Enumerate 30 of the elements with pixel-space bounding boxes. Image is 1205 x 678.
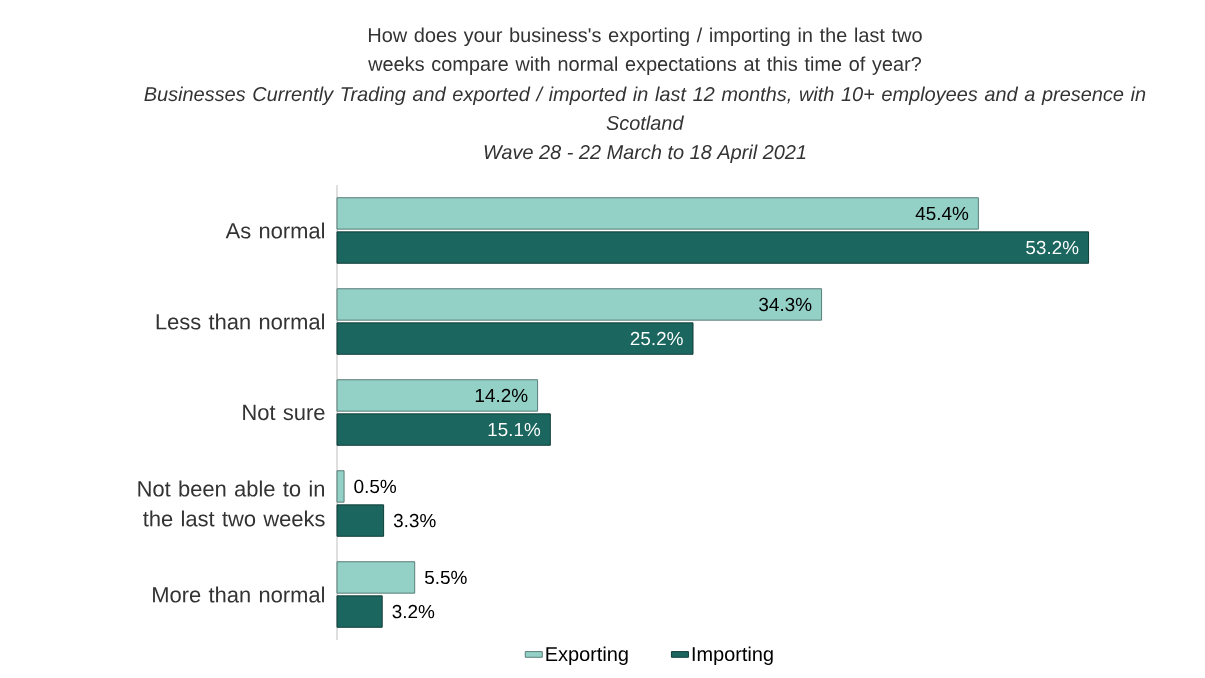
y-tick-label: As normal: [225, 222, 324, 239]
data-label: 5.5%: [424, 570, 467, 585]
bar: [336, 288, 823, 321]
data-label: 34.3%: [759, 297, 812, 312]
y-tick-label: Not been able to in the last two weeks: [138, 480, 325, 527]
bar: [336, 561, 416, 594]
text: Wave 28 - 22 March to 18 April 2021: [484, 144, 806, 164]
chart-title: How does your business's exporting / importing in the last two weeks compare with normal expectations at this time of year?: [368, 27, 922, 75]
bar: [336, 379, 539, 412]
data-label: 25.2%: [630, 331, 683, 346]
bar: [336, 322, 694, 355]
bar: [336, 197, 979, 230]
bar: [336, 595, 383, 628]
chart-subtitle: Businesses Currently Trading and exported / imported in last 12 months, with 10+ employees and a presence in Scotland: [144, 86, 1146, 131]
legend-label: Importing: [692, 646, 773, 666]
bar: [336, 231, 1090, 264]
data-label: 15.1%: [488, 422, 541, 437]
bar: [336, 413, 551, 446]
bar: [336, 504, 385, 537]
bar: [336, 470, 345, 503]
y-tick-label: Not sure: [243, 404, 325, 421]
y-tick-label: Less than normal: [156, 313, 324, 330]
data-label: 3.3%: [393, 513, 436, 528]
data-label: 14.2%: [475, 388, 528, 403]
legend-label: Exporting: [546, 646, 628, 666]
data-label: 53.2%: [1026, 240, 1079, 255]
data-label: 45.4%: [915, 206, 969, 221]
data-label: 0.5%: [354, 479, 397, 494]
y-tick-label: More than normal: [153, 586, 324, 603]
data-label: 3.2%: [392, 604, 435, 619]
